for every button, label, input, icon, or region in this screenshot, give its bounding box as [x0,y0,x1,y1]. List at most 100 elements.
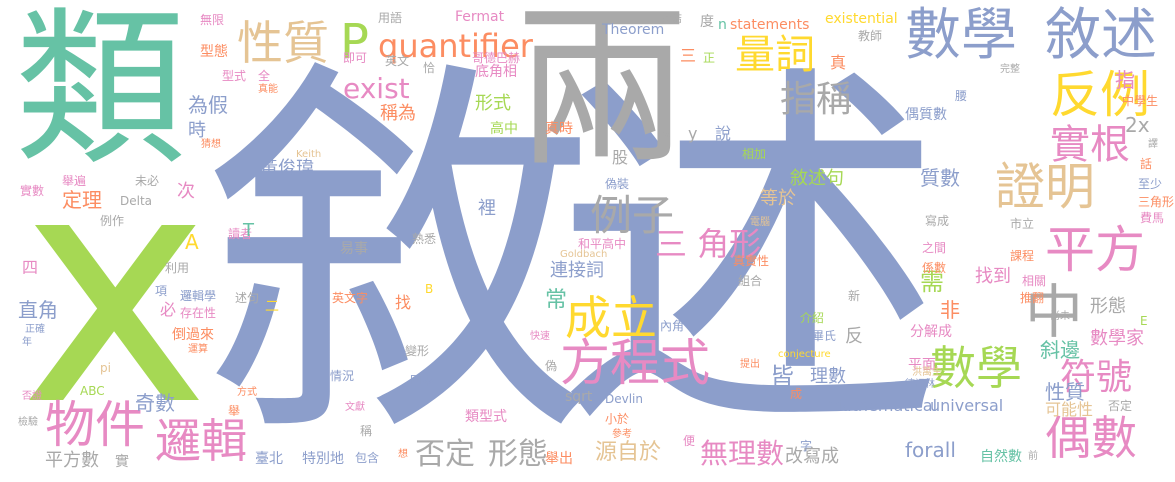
word: 斜邊 [1040,338,1080,362]
word: 用語 [378,11,403,25]
word: 哥德巴赫 [472,51,521,65]
word: Theorem [602,22,665,38]
word: 倒過來 [172,327,214,343]
word: 偶質數 [905,107,947,123]
word: 運算 [188,344,208,355]
word: 熟悉 [412,232,437,246]
word: 型態 [200,44,228,60]
word: 平面 [908,357,936,373]
word: 類型式 [465,409,507,425]
word: 無限 [200,13,225,27]
word: 特別地 [302,451,344,467]
word: 真實性 [733,254,770,268]
word: 存在性 [180,306,217,320]
word: 未必 [135,174,160,188]
word: 回來 [410,374,435,388]
word: 舉遍 [62,174,87,188]
word: 檢驗 [18,417,38,428]
word: 尚未 [1050,311,1070,322]
word: 組合 [738,274,763,288]
word: 完整 [1000,64,1020,75]
word: 三 角形 [655,225,762,263]
word: 英文 [385,54,410,68]
word: sqrt [565,389,593,405]
word: 偽 [545,359,558,373]
word: 之間 [922,241,947,255]
word: 字 [800,439,813,453]
word: Keith [296,149,322,160]
word: 正確 [25,324,45,335]
word: 說 [715,124,732,143]
word: 情況 [330,369,355,383]
word: 方程式 [560,334,710,392]
word: 源自於 [595,440,662,465]
word: 寫成 [925,214,950,228]
word: 物件 [45,396,145,454]
word: 即可 [343,51,368,65]
word: 參考 [612,429,632,440]
word: conjecture [778,349,831,360]
word: 指稱 [780,79,853,120]
word: 非 [940,298,960,322]
word: 話 [1140,157,1153,171]
word: 符號 [1060,357,1133,398]
word: 需 [920,268,944,296]
word: 敘述 [1045,3,1157,68]
word: T [243,220,254,241]
word: ABC [80,384,105,398]
word: 2x [1125,113,1150,137]
word: 介紹 [800,311,825,325]
word: 皆 [770,363,794,391]
word: statements [730,17,810,33]
word: 舉出 [545,451,573,467]
word: 便 [683,434,696,448]
word: 敘述 [205,30,945,482]
word: Goldbach [560,249,608,260]
word: 前 [1028,451,1038,462]
word: 偶數 [1045,411,1137,465]
word: 恰 [423,61,436,75]
word: 實數 [20,184,45,198]
word: Devlin [605,392,643,406]
word: 為假 [188,93,228,117]
word: 例子 [590,191,675,240]
word: 形態 [1090,296,1126,317]
word: 時 [188,120,206,141]
word: 必 [160,300,177,319]
word: y [688,124,698,143]
word: 分解成 [910,324,952,340]
word: 三角形 [1138,195,1175,209]
word: 例作 [100,214,125,228]
word: 相加 [742,147,767,161]
word: 市立 [1010,217,1035,231]
word: 三 [680,46,697,65]
word: 二 [265,299,279,315]
word: 偽裝 [605,177,630,191]
word: 度 [700,14,714,30]
word: 反 [845,326,863,347]
word: quantifier [378,27,533,65]
word: E [1140,314,1148,328]
word: 邏輯學 [180,289,217,303]
word: 臺北 [255,451,283,467]
word: 可能性 [1045,400,1094,419]
word: 裡 [478,198,496,219]
word: 德福林 [905,379,935,390]
word: 提出 [740,359,760,370]
word: 小於 [605,412,630,426]
word: 形態 [488,437,548,472]
word: 連接詞 [550,260,604,281]
word: 全 [258,69,271,83]
word: 自然數 [980,449,1022,465]
word: 找 [395,293,412,312]
word: 和平高中 [578,237,627,251]
word: 譯 [1148,139,1158,150]
word: 包含 [355,451,380,465]
word: 連結 [662,14,682,25]
word: 找到 [975,266,1011,287]
word: 量詞 [735,32,815,78]
word: 否定 [415,437,475,472]
word: 中學生 [1122,94,1159,108]
word: 舉 [228,404,241,418]
word: 黃俊瑋 [260,158,314,179]
